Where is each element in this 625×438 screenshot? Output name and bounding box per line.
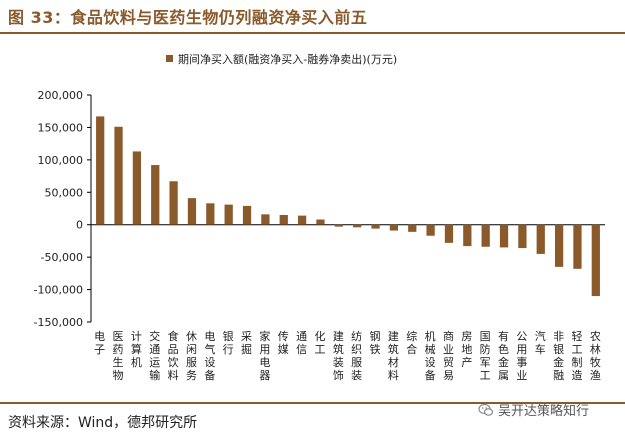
y-tick-label: 150,000 (38, 121, 84, 134)
x-tick-label: 化工 (314, 329, 326, 356)
bar-chart: 期间净买入额(融资净买入-融券净卖出)(万元) -150,000 -100,000… (34, 52, 605, 382)
bar-商业贸易 (444, 224, 454, 243)
x-tick-label: 非银金融 (553, 330, 565, 382)
y-tick-label: 200,000 (38, 89, 84, 102)
bar-汽车 (536, 224, 545, 254)
bar-家用电器 (261, 214, 270, 225)
x-tick-label: 电子 (94, 330, 106, 356)
bar-公用事业 (518, 224, 527, 249)
footer-divider (0, 402, 625, 404)
bar-化工 (316, 219, 325, 225)
bar-有色金属 (499, 224, 509, 248)
x-tick-label: 国防军工 (480, 330, 492, 382)
y-tick-label: 50,000 (45, 186, 84, 199)
bar-通信 (297, 215, 307, 225)
legend-swatch (166, 55, 173, 62)
x-tick-label: 轻工制造 (571, 329, 583, 382)
bar-综合 (408, 224, 417, 232)
bar-钢铁 (371, 224, 380, 229)
x-tick-labels: 电子医药生物计算机交通运输食品饮料休闲服务电气设备银行采掘家用电器传媒通信化工建… (94, 329, 602, 382)
x-tick-label: 钢铁 (370, 330, 382, 356)
y-tick-labels: -150,000 -100,000 -50,000 0 50,000 100,000 150… (34, 89, 83, 329)
x-tick-label: 房地产 (461, 330, 473, 369)
wechat-icon (478, 403, 494, 416)
x-tick-label: 交通运输 (149, 329, 161, 382)
source-note: 资料来源：Wind，德邦研究所 (8, 415, 198, 431)
x-tick-label: 计算机 (131, 330, 143, 369)
bar-轻工制造 (573, 224, 582, 269)
x-tick-label: 电气设备 (204, 330, 216, 382)
watermark-text: 吴开达策略知行 (498, 404, 590, 419)
x-tick-label: 通信 (296, 330, 308, 356)
bar-银行 (224, 204, 233, 225)
x-tick-label: 建筑装饰 (333, 329, 345, 382)
x-tick-label: 银行 (223, 329, 235, 356)
x-tick-label: 休闲服务 (186, 330, 198, 382)
bar-休闲服务 (187, 198, 197, 225)
x-tick-label: 综合 (406, 329, 418, 356)
axes (87, 94, 605, 323)
x-tick-label: 公用事业 (516, 330, 528, 382)
y-tick-label: 100,000 (38, 154, 84, 167)
y-tick-label: -150,000 (34, 316, 83, 329)
bar-建筑材料 (389, 224, 399, 231)
bar-机械设备 (426, 224, 435, 236)
legend-label: 期间净买入额(融资净买入-融券净卖出)(万元) (178, 52, 397, 66)
x-tick-label: 采掘 (241, 330, 253, 356)
x-tick-label: 农林牧渔 (590, 329, 602, 382)
x-tick-label: 家用电器 (259, 329, 271, 382)
figure-title: 图 33：食品饮料与医药生物仍列融资净买入前五 (8, 8, 368, 27)
y-tick-label: -50,000 (41, 251, 83, 264)
title-divider (0, 32, 625, 34)
x-tick-label: 建筑材料 (388, 329, 400, 382)
bar-食品饮料 (169, 181, 178, 225)
bar-国防军工 (481, 224, 490, 247)
bars (96, 116, 600, 297)
x-tick-label: 商业贸易 (443, 329, 455, 382)
bar-房地产 (463, 224, 472, 247)
bar-农林牧渔 (591, 224, 600, 297)
x-tick-label: 有色金属 (498, 329, 510, 382)
x-tick-label: 纺织服装 (351, 329, 363, 382)
y-tick-label: 0 (76, 219, 83, 232)
y-tick-label: -100,000 (34, 284, 83, 297)
bar-纺织服装 (353, 224, 362, 228)
x-tick-label: 传媒 (278, 330, 290, 356)
bar-建筑装饰 (334, 224, 343, 227)
bar-采掘 (242, 205, 252, 225)
bar-交通运输 (151, 165, 160, 225)
x-tick-label: 机械设备 (425, 329, 437, 382)
bar-传媒 (279, 214, 288, 225)
bar-非银金融 (554, 224, 564, 267)
x-tick-label: 汽车 (535, 329, 547, 356)
x-tick-label: 医药生物 (113, 330, 125, 382)
x-tick-label: 食品饮料 (168, 329, 180, 382)
bar-计算机 (132, 151, 142, 225)
bar-电子 (96, 116, 105, 225)
watermark: 吴开达策略知行 (478, 400, 589, 419)
bar-医药生物 (114, 126, 123, 225)
bar-电气设备 (206, 203, 215, 225)
chart-legend: 期间净买入额(融资净买入-融券净卖出)(万元) (166, 52, 397, 66)
